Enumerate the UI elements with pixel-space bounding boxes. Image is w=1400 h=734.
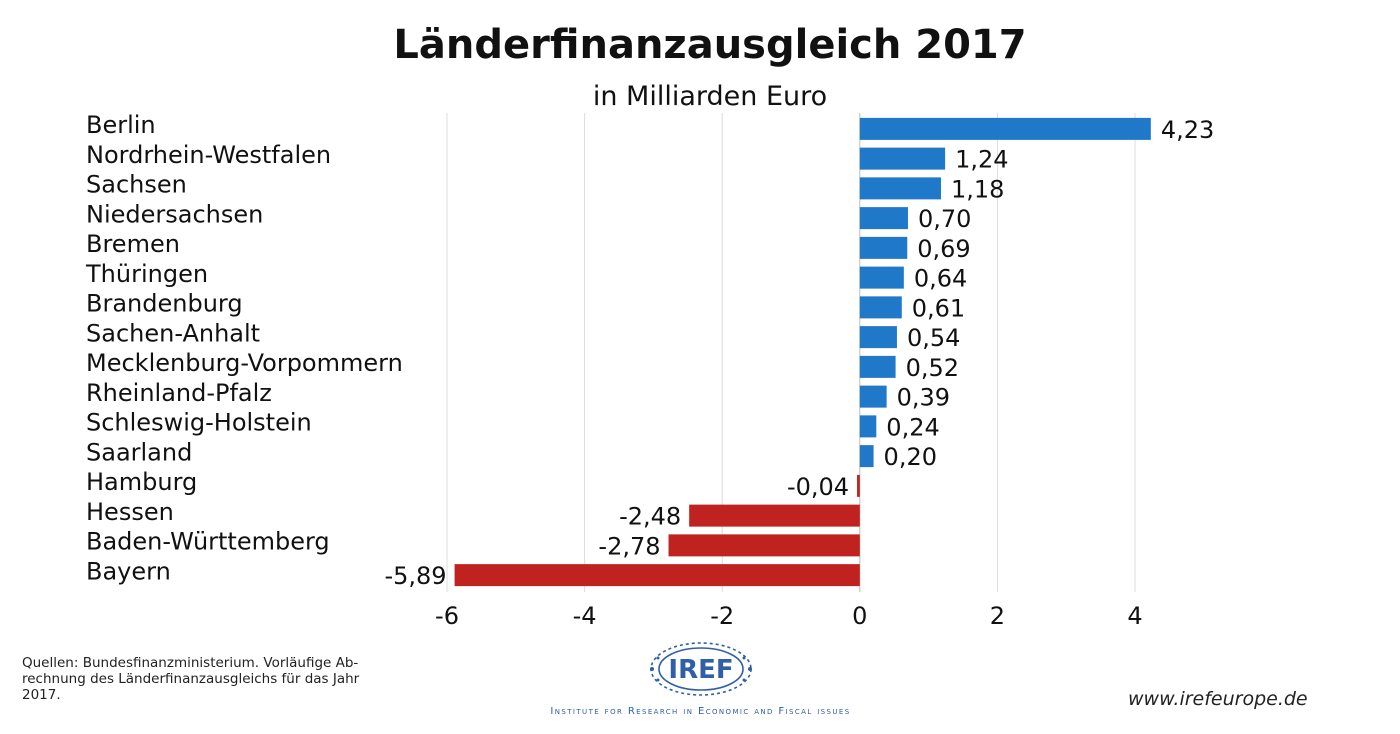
iref-tagline: Institute for Research in Economic and F… bbox=[550, 706, 851, 717]
source-note: Quellen: Bundesfinanzministerium. Vorläu… bbox=[22, 655, 360, 703]
category-label: Bremen bbox=[86, 230, 180, 258]
iref-logo: IREF Institute for Research in Economic … bbox=[528, 638, 873, 724]
x-tick-label: 2 bbox=[990, 602, 1005, 630]
bar bbox=[859, 355, 896, 378]
category-label: Rheinland-Pfalz bbox=[86, 379, 272, 407]
value-label: 0,24 bbox=[886, 413, 939, 441]
bar bbox=[668, 534, 860, 557]
value-label: 0,39 bbox=[897, 384, 950, 412]
category-labels: BerlinNordrhein-WestfalenSachsenNiedersa… bbox=[85, 111, 403, 585]
value-label: -2,48 bbox=[619, 503, 681, 531]
bar bbox=[859, 266, 904, 289]
value-label: 1,18 bbox=[951, 175, 1004, 203]
category-label: Nordrhein-Westfalen bbox=[86, 141, 331, 169]
bar bbox=[859, 296, 902, 319]
category-label: Sachen-Anhalt bbox=[86, 319, 260, 347]
value-label: -5,89 bbox=[384, 562, 446, 590]
value-label: 0,70 bbox=[918, 205, 971, 233]
category-label: Hamburg bbox=[86, 468, 197, 496]
bar bbox=[859, 117, 1151, 140]
category-label: Hessen bbox=[86, 498, 174, 526]
bars bbox=[454, 117, 1151, 587]
category-label: Berlin bbox=[86, 111, 156, 139]
bar bbox=[859, 326, 897, 349]
category-label: Sachsen bbox=[86, 171, 187, 199]
category-label: Saarland bbox=[86, 438, 192, 466]
value-label: 0,61 bbox=[912, 294, 965, 322]
bar bbox=[859, 177, 941, 200]
iref-logo-mark: IREF bbox=[650, 642, 752, 696]
bar bbox=[859, 385, 887, 408]
category-label: Mecklenburg-Vorpommern bbox=[86, 349, 403, 377]
value-label: -0,04 bbox=[787, 473, 849, 501]
chart-title: Länderfinanzausgleich 2017 bbox=[393, 22, 1026, 68]
value-label: 4,23 bbox=[1161, 116, 1214, 144]
x-tick-label: -6 bbox=[435, 602, 459, 630]
bar bbox=[859, 445, 874, 468]
bar bbox=[454, 564, 860, 587]
x-tick-label: 4 bbox=[1127, 602, 1142, 630]
bar bbox=[859, 415, 877, 438]
bar bbox=[859, 207, 908, 230]
category-label: Baden-Württemberg bbox=[86, 528, 330, 556]
x-tick-label: 0 bbox=[852, 602, 867, 630]
category-label: Thüringen bbox=[85, 260, 208, 288]
category-label: Niedersachsen bbox=[86, 200, 263, 228]
bar bbox=[859, 236, 908, 259]
chart-subtitle: in Milliarden Euro bbox=[593, 81, 827, 112]
bar bbox=[857, 474, 860, 497]
iref-logo-text: IREF bbox=[668, 655, 733, 685]
value-label: 0,20 bbox=[884, 443, 937, 471]
value-label: 0,52 bbox=[906, 354, 959, 382]
bar-chart: Länderfinanzausgleich 2017 in Milliarden… bbox=[85, 22, 1214, 630]
x-tick-label: -4 bbox=[573, 602, 597, 630]
x-axis-ticks: -6 -4 -2 0 2 4 bbox=[435, 602, 1143, 630]
value-label: 1,24 bbox=[955, 146, 1008, 174]
category-label: Bayern bbox=[86, 557, 171, 585]
value-label: 0,69 bbox=[917, 235, 970, 263]
value-label: -2,78 bbox=[598, 532, 660, 560]
value-labels: 4,23 1,241,180,700,690,640,610,540,520,39… bbox=[384, 116, 1214, 590]
x-tick-label: -2 bbox=[710, 602, 734, 630]
category-label: Brandenburg bbox=[86, 290, 243, 318]
category-label: Schleswig-Holstein bbox=[86, 409, 312, 437]
value-label: 0,54 bbox=[907, 324, 960, 352]
value-label: 0,64 bbox=[914, 265, 967, 293]
website-url: www.irefeurope.de bbox=[1128, 688, 1308, 710]
bar bbox=[689, 504, 860, 527]
bar bbox=[859, 147, 946, 170]
